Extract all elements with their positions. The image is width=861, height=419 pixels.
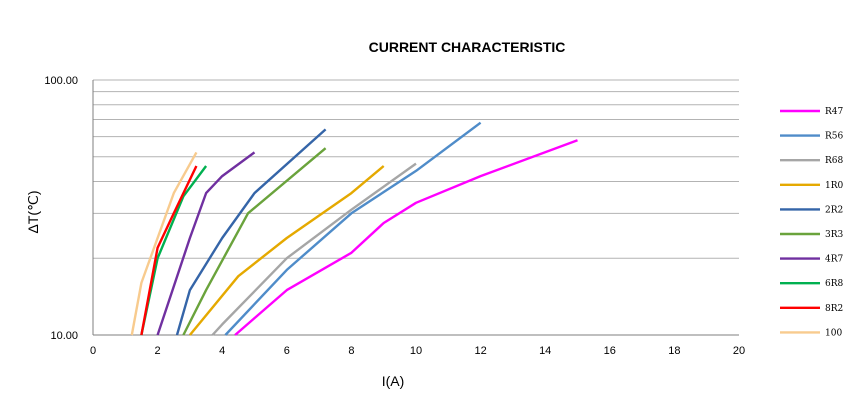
legend-label-r47: R47: [825, 107, 844, 117]
x-tick-label: 6: [284, 345, 290, 357]
legend-label-3r3: 3R3: [825, 230, 844, 240]
x-tick-label: 14: [539, 345, 551, 357]
tick-labels: 0 2 4 6 8 10 12 14 16 18 20 10.00 100.00: [44, 75, 745, 357]
gridlines: [93, 79, 739, 336]
legend-label-r56: R56: [825, 132, 844, 142]
x-tick-label: 0: [90, 345, 96, 357]
legend-label-r68: R68: [825, 156, 844, 166]
legend: R47 R56 R68 1R0 2R2 3R3 4R7 6R8 8R2 100: [780, 107, 844, 338]
x-tick-label: 20: [733, 345, 745, 357]
axes: [92, 80, 739, 336]
x-tick-label: 16: [604, 345, 616, 357]
series-line-4r7: [156, 151, 256, 336]
legend-label-100: 100: [825, 328, 842, 338]
x-tick-label: 4: [219, 345, 225, 357]
chart-title: CURRENT CHARACTERISTIC: [369, 39, 566, 55]
legend-box: [771, 96, 843, 342]
x-tick-label: 18: [668, 345, 680, 357]
x-tick-label: 8: [348, 345, 354, 357]
series-line-8r2: [140, 165, 198, 336]
legend-label-6r8: 6R8: [825, 279, 844, 289]
series-line-r56: [224, 121, 482, 336]
series-line-100: [130, 151, 198, 336]
x-axis-label: I(A): [382, 373, 405, 389]
x-tick-label: 10: [410, 345, 422, 357]
series-line-3r3: [182, 147, 327, 336]
legend-label-8r2: 8R2: [825, 304, 843, 314]
series-line-2r2: [175, 128, 327, 336]
x-tick-label: 12: [474, 345, 486, 357]
x-tick-label: 2: [155, 345, 161, 357]
plot-area: [130, 121, 578, 336]
series-line-1r0: [188, 165, 385, 336]
y-tick-label: 100.00: [44, 75, 78, 87]
y-axis-label: ΔT(℃): [25, 191, 41, 234]
legend-label-4r7: 4R7: [825, 255, 844, 265]
series-line-r68: [211, 162, 417, 336]
y-tick-label: 10.00: [50, 330, 78, 342]
legend-label-1r0: 1R0: [825, 181, 844, 191]
series-line-r47: [234, 139, 578, 336]
legend-label-2r2: 2R2: [825, 205, 843, 215]
